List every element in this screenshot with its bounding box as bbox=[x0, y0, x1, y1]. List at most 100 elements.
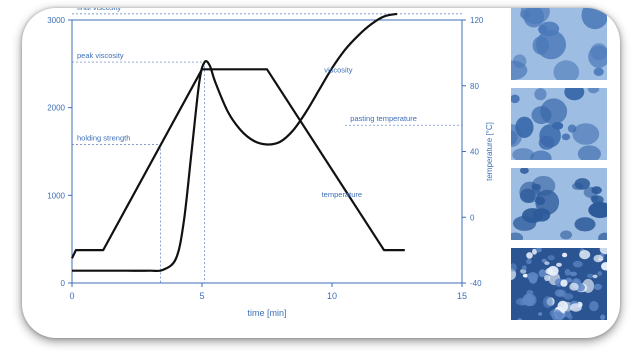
granule bbox=[512, 54, 527, 68]
granule bbox=[572, 260, 583, 268]
y-left-tick-label: 1000 bbox=[47, 191, 65, 200]
granule bbox=[532, 36, 549, 55]
granule bbox=[520, 168, 529, 174]
granule bbox=[522, 265, 527, 271]
granule bbox=[583, 186, 598, 198]
granule bbox=[538, 269, 547, 278]
granule bbox=[515, 116, 534, 138]
y-right-axis-title: temperature [°C] bbox=[485, 122, 494, 181]
x-tick-label: 0 bbox=[69, 291, 74, 301]
granule bbox=[530, 150, 552, 160]
granule bbox=[593, 254, 604, 263]
granule bbox=[574, 217, 596, 232]
granule bbox=[601, 262, 607, 271]
granule bbox=[579, 250, 591, 260]
granule bbox=[597, 271, 603, 276]
y-right-tick-label: 120 bbox=[470, 16, 484, 25]
pasting-temperature-label: pasting temperature bbox=[350, 114, 417, 123]
granule bbox=[593, 67, 604, 76]
granule bbox=[563, 293, 574, 300]
granule bbox=[593, 283, 602, 290]
granule bbox=[540, 98, 568, 125]
granule bbox=[511, 263, 517, 272]
granule bbox=[522, 273, 529, 278]
granule bbox=[526, 258, 532, 265]
granule bbox=[564, 88, 585, 101]
peak-viscosity-label: peak viscosity bbox=[77, 51, 124, 60]
y-right-tick-label: -40 bbox=[470, 279, 482, 288]
viscosity-temperature-chart: 0 5 10 15 0 1000 2000 3000 -40 0 40 80 120 time [min]… bbox=[47, 8, 494, 318]
granule bbox=[572, 182, 584, 190]
y-left-tick-label: 2000 bbox=[47, 104, 65, 113]
granule bbox=[511, 94, 520, 104]
granule bbox=[600, 314, 606, 320]
granule bbox=[598, 232, 607, 240]
y-right-tick-label: 40 bbox=[470, 148, 479, 157]
x-axis-title: time [min] bbox=[247, 308, 286, 318]
granule bbox=[588, 45, 607, 68]
granule bbox=[539, 21, 560, 37]
temperature-series-line bbox=[71, 68, 405, 259]
granule bbox=[592, 200, 605, 209]
granule bbox=[517, 318, 522, 320]
granule bbox=[511, 130, 518, 145]
granule bbox=[592, 274, 598, 279]
y-right-tick-label: 80 bbox=[470, 82, 479, 91]
micrograph-3 bbox=[511, 168, 607, 240]
granule bbox=[587, 273, 594, 279]
granule bbox=[526, 252, 533, 259]
granule bbox=[547, 255, 555, 261]
plot-frame bbox=[71, 19, 463, 284]
granule bbox=[577, 145, 601, 160]
granule bbox=[532, 248, 537, 255]
y-right-tick-label: 0 bbox=[470, 213, 475, 222]
granule bbox=[570, 303, 582, 312]
granule bbox=[512, 148, 535, 160]
x-tick-label: 10 bbox=[327, 291, 337, 301]
granule bbox=[525, 294, 537, 307]
granule bbox=[567, 124, 577, 133]
granule bbox=[534, 88, 547, 101]
granule bbox=[527, 272, 539, 281]
micrograph-1 bbox=[511, 8, 607, 80]
granule bbox=[547, 265, 559, 276]
granule bbox=[563, 301, 573, 312]
granule bbox=[581, 8, 607, 30]
granule bbox=[542, 296, 553, 308]
granule bbox=[544, 261, 550, 265]
granule bbox=[564, 269, 571, 276]
y-left-tick-label: 0 bbox=[61, 279, 66, 288]
granule bbox=[582, 278, 595, 293]
granule bbox=[572, 123, 600, 145]
granule bbox=[523, 8, 545, 28]
holding-strength-label: holding strength bbox=[77, 133, 130, 142]
granule bbox=[587, 88, 600, 94]
granule bbox=[552, 122, 564, 130]
granule bbox=[573, 279, 579, 283]
granule bbox=[569, 282, 579, 291]
granule bbox=[539, 124, 561, 148]
y-left-tick-label: 3000 bbox=[47, 16, 65, 25]
granule bbox=[538, 312, 543, 316]
viscosity-series-line bbox=[72, 12, 398, 273]
granule bbox=[589, 301, 599, 312]
granule bbox=[561, 133, 571, 141]
granule bbox=[599, 248, 607, 255]
figure-card: 0 5 10 15 0 1000 2000 3000 -40 0 40 80 120 time [min]… bbox=[22, 8, 620, 338]
granule bbox=[562, 252, 568, 258]
granule bbox=[569, 271, 578, 277]
granule bbox=[511, 232, 524, 240]
granule bbox=[560, 279, 568, 287]
granule bbox=[556, 262, 562, 267]
x-tick-label: 15 bbox=[457, 291, 467, 301]
granule bbox=[556, 312, 565, 320]
granule bbox=[560, 230, 573, 240]
final-viscosity-label: final viscosity bbox=[77, 8, 121, 12]
viscosity-curve-label: viscosity bbox=[324, 66, 353, 75]
granule bbox=[519, 181, 541, 203]
micrograph-4 bbox=[511, 248, 607, 320]
granule bbox=[563, 311, 572, 318]
granule bbox=[535, 189, 560, 215]
temperature-curve-label: temperature bbox=[322, 190, 362, 199]
micrograph-2 bbox=[511, 88, 607, 160]
